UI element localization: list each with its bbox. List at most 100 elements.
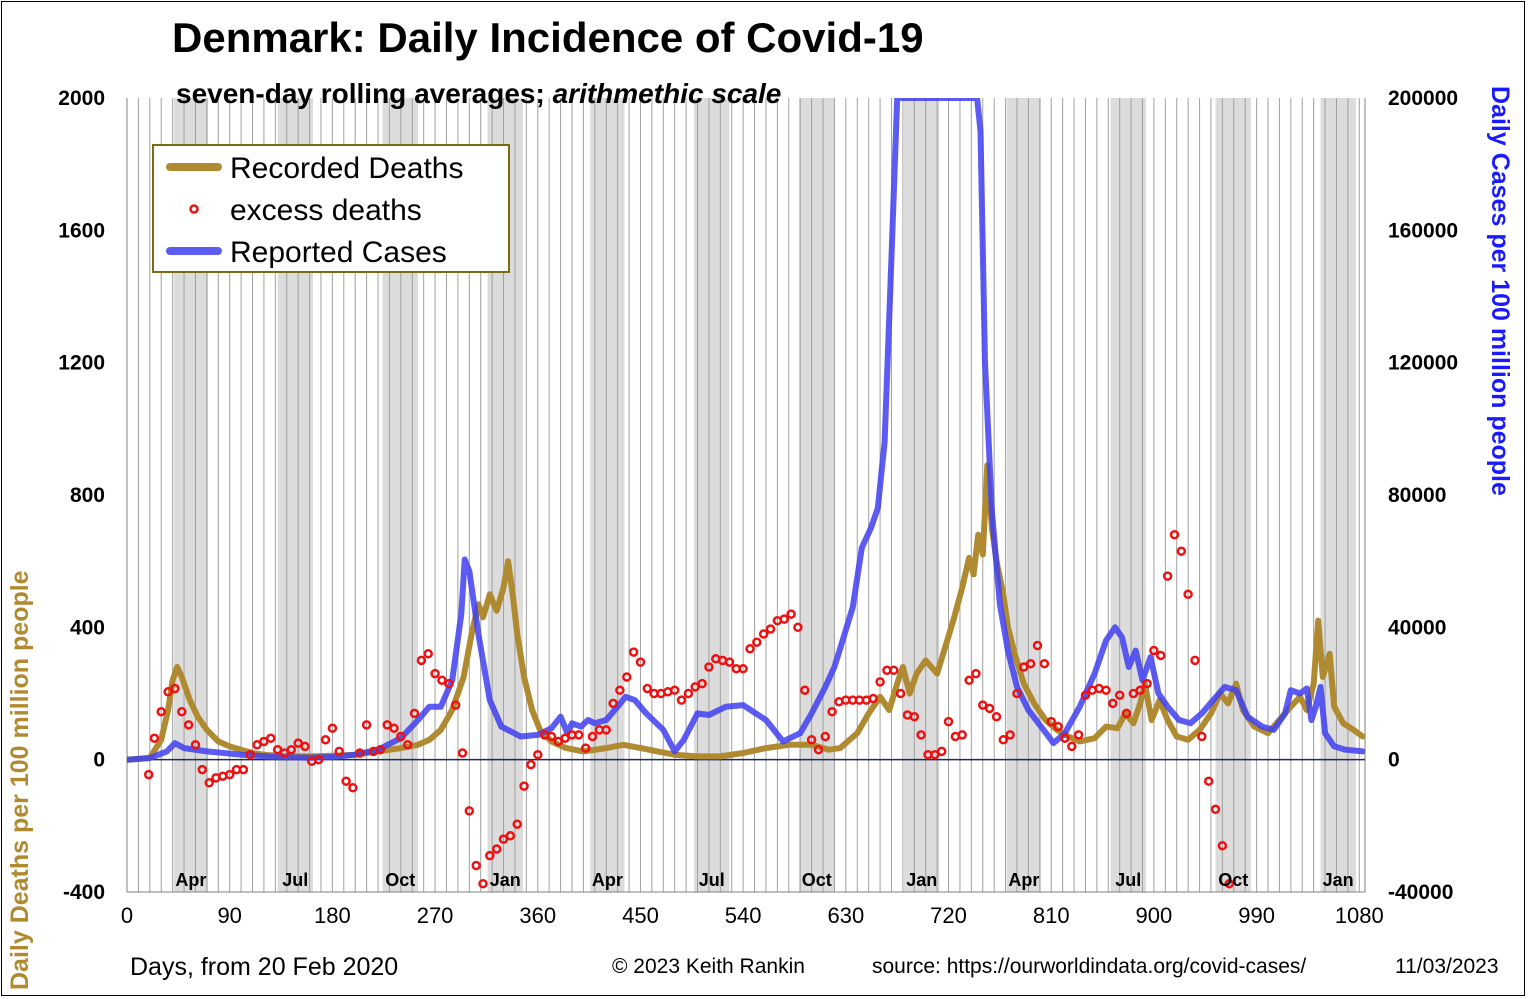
- copyright: © 2023 Keith Rankin: [612, 955, 805, 978]
- excess-death-point: [998, 735, 1009, 745]
- excess-death-point: [1053, 721, 1063, 732]
- excess-death-point: [389, 723, 399, 733]
- y-tick-left: 1200: [58, 352, 105, 375]
- excess-death-point: [745, 644, 755, 654]
- excess-death-point: [820, 731, 831, 742]
- excess-death-point: [334, 746, 344, 757]
- excess-death-point: [519, 781, 529, 791]
- month-label: Jul: [1115, 870, 1141, 890]
- subtitle-main: seven-day rolling averages;: [176, 78, 553, 109]
- x-tick: 0: [121, 903, 133, 928]
- x-tick: 450: [622, 903, 659, 928]
- excess-death-point: [587, 731, 598, 742]
- legend: Recorded Deaths excess deaths Reported C…: [152, 144, 510, 273]
- x-tick: 900: [1136, 903, 1173, 928]
- excess-death-point: [615, 685, 625, 695]
- excess-death-point: [416, 655, 427, 666]
- excess-death-point: [409, 708, 420, 719]
- excess-death-point: [444, 678, 454, 689]
- excess-death-point: [1190, 655, 1200, 666]
- excess-death-point: [1176, 546, 1187, 556]
- excess-death-point: [642, 683, 653, 694]
- subtitle-italic: arithmethic scale: [553, 78, 782, 109]
- excess-death-point: [813, 744, 824, 755]
- x-tick: 810: [1033, 903, 1070, 928]
- excess-death-point: [491, 844, 502, 854]
- excess-death-point: [683, 688, 694, 699]
- excess-death-point: [1032, 640, 1043, 651]
- excess-death-point: [183, 720, 194, 730]
- excess-death-point: [361, 720, 372, 730]
- excess-death-point: [1067, 741, 1077, 752]
- excess-death-point: [1135, 685, 1145, 695]
- month-label: Jan: [1323, 870, 1354, 890]
- month-labels: Apr Jul Oct Jan Apr Jul Oct Jan Apr Jul Oct Jan: [175, 870, 1353, 890]
- excess-death-point: [1210, 804, 1221, 815]
- x-axis-label: Days, from 20 Feb 2020: [130, 953, 398, 981]
- excess-death-point: [1101, 685, 1111, 695]
- excess-death-point: [622, 672, 632, 682]
- y-tick-left: -400: [63, 881, 105, 904]
- x-tick: 540: [725, 903, 762, 928]
- date: 11/03/2023: [1395, 955, 1499, 978]
- month-label: Apr: [175, 870, 206, 890]
- month-label: Apr: [1008, 870, 1039, 890]
- excess-death-point: [889, 665, 899, 676]
- excess-death-point: [348, 783, 358, 793]
- excess-death-point: [149, 733, 160, 743]
- y-tick-left: 1600: [58, 219, 105, 242]
- x-tick: 180: [314, 903, 351, 928]
- x-tick: 90: [217, 903, 241, 928]
- series-line-reported-cases: [127, 98, 1365, 763]
- excess-death-point: [916, 730, 926, 740]
- excess-death-point: [1142, 678, 1152, 689]
- source: source: https://ourworldindata.org/covid…: [872, 955, 1306, 978]
- excess-death-point: [457, 748, 468, 758]
- excess-death-point: [765, 624, 776, 634]
- legend-swatch-excess: [189, 204, 199, 214]
- legend-label-cases: Reported Cases: [230, 236, 447, 269]
- legend-label-excess: excess deaths: [230, 194, 422, 227]
- excess-death-point: [991, 711, 1002, 722]
- x-tick: 720: [930, 903, 967, 928]
- excess-death-point: [170, 683, 180, 694]
- excess-death-point: [943, 716, 954, 727]
- excess-death-point: [313, 754, 324, 765]
- excess-death-point: [786, 609, 796, 619]
- excess-death-point: [286, 744, 297, 755]
- excess-death-point: [355, 748, 365, 758]
- excess-death-point: [752, 637, 762, 647]
- excess-death-point: [396, 731, 406, 742]
- month-label: Oct: [1218, 870, 1248, 890]
- excess-death-point: [1073, 730, 1084, 740]
- excess-death-point: [1060, 733, 1070, 743]
- month-label: Jan: [490, 870, 521, 890]
- y-tick-right: 40000: [1388, 616, 1446, 639]
- excess-death-point: [669, 685, 680, 695]
- excess-death-point: [450, 700, 461, 710]
- excess-death-point: [1108, 698, 1118, 709]
- month-band-8: [1006, 98, 1041, 892]
- excess-death-point: [868, 693, 878, 704]
- excess-death-point: [375, 744, 386, 755]
- excess-death-point: [601, 725, 611, 735]
- excess-death-point: [936, 746, 947, 757]
- excess-death-point: [143, 769, 154, 780]
- tick-labels: -400 0 400 800 1200 1600 2000 -40000 0 40000 80000…: [58, 87, 1458, 928]
- month-band-9: [1110, 98, 1146, 892]
- x-tick: 990: [1238, 903, 1275, 928]
- excess-death-point: [676, 695, 687, 705]
- excess-death-point: [512, 819, 522, 829]
- excess-death-point: [1203, 776, 1214, 786]
- excess-death-point: [738, 663, 748, 674]
- excess-death-point: [485, 850, 495, 861]
- excess-death-point: [190, 740, 201, 750]
- y-tick-right: -40000: [1388, 881, 1453, 904]
- excess-death-point: [1080, 690, 1091, 700]
- chart-subtitle: seven-day rolling averages; arithmethic …: [176, 78, 781, 109]
- excess-death-point: [245, 749, 255, 760]
- excess-death-point: [341, 776, 351, 786]
- month-label: Jan: [906, 870, 937, 890]
- excess-death-point: [266, 733, 276, 743]
